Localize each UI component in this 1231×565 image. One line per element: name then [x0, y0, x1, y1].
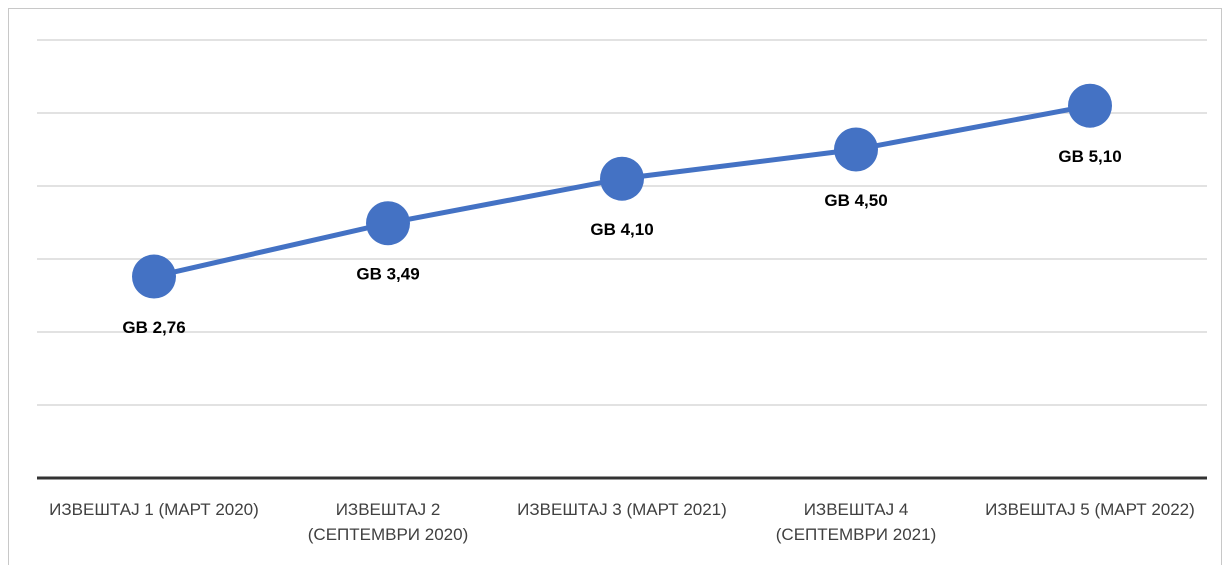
marker	[1068, 83, 1112, 128]
data-label: GB 4,10	[590, 220, 653, 239]
marker	[834, 127, 878, 172]
marker	[366, 201, 410, 246]
x-tick-label: ИЗВЕШТАЈ 2 (СЕПТЕМВРИ 2020)	[307, 500, 469, 544]
x-tick-label: ИЗВЕШТАЈ 1 (МАРТ 2020)	[49, 500, 259, 519]
x-tick-label: ИЗВЕШТАЈ 4 (СЕПТЕМВРИ 2021)	[775, 500, 937, 544]
marker	[600, 156, 644, 201]
x-tick-label: ИЗВЕШТАЈ 5 (МАРТ 2022)	[985, 500, 1195, 519]
x-tick-label: ИЗВЕШТАЈ 3 (МАРТ 2021)	[517, 500, 727, 519]
data-label: GB 5,10	[1058, 147, 1121, 166]
chart-frame	[8, 8, 1222, 565]
data-label: GB 4,50	[824, 191, 887, 210]
data-label: GB 3,49	[356, 265, 419, 284]
data-label: GB 2,76	[122, 318, 185, 337]
marker	[132, 254, 176, 299]
